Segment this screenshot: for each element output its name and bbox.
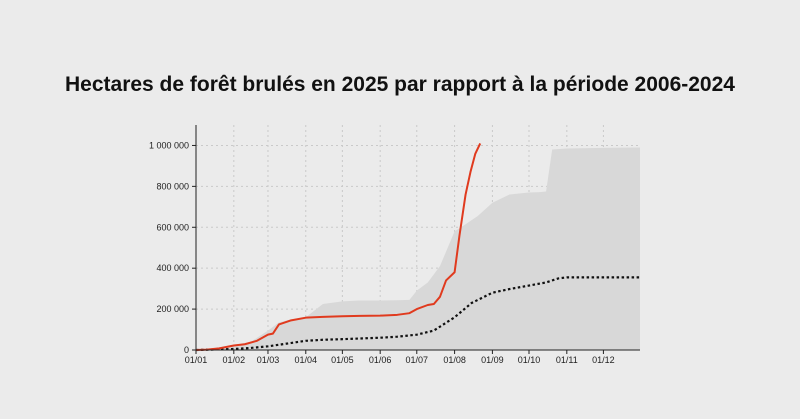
y-tick-label: 400 000 bbox=[156, 263, 189, 273]
x-tick-label: 01/12 bbox=[592, 355, 615, 365]
x-tick-label: 01/03 bbox=[257, 355, 280, 365]
chart-title: Hectares de forêt brulés en 2025 par rap… bbox=[65, 73, 735, 96]
y-tick-label: 600 000 bbox=[156, 222, 189, 232]
x-tick-label: 01/02 bbox=[223, 355, 246, 365]
line-2025 bbox=[195, 142, 482, 351]
range-area-group bbox=[196, 147, 640, 350]
y-tick-label: 800 000 bbox=[156, 181, 189, 191]
range-area bbox=[196, 147, 640, 350]
axes bbox=[195, 125, 640, 351]
x-tick-labels: 01/01 01/02 01/03 01/04 01/05 01/06 01/07 01/08… bbox=[185, 350, 615, 365]
x-tick-label: 01/10 bbox=[518, 355, 541, 365]
y-tick-labels: 0 200 000 400 000 600 000 800 000 1 000 000 bbox=[149, 140, 196, 355]
y-tick-label: 0 bbox=[184, 345, 189, 355]
x-tick-label: 01/07 bbox=[406, 355, 429, 365]
x-tick-label: 01/06 bbox=[369, 355, 392, 365]
line-2025-group bbox=[195, 142, 482, 351]
x-tick-label: 01/11 bbox=[556, 355, 578, 365]
x-tick-label: 01/08 bbox=[443, 355, 466, 365]
x-tick-label: 01/01 bbox=[185, 355, 208, 365]
x-tick-label: 01/04 bbox=[295, 355, 318, 365]
y-tick-label: 1 000 000 bbox=[149, 140, 189, 150]
x-tick-label: 01/09 bbox=[481, 355, 504, 365]
y-tick-label: 200 000 bbox=[156, 304, 189, 314]
x-tick-label: 01/05 bbox=[331, 355, 354, 365]
